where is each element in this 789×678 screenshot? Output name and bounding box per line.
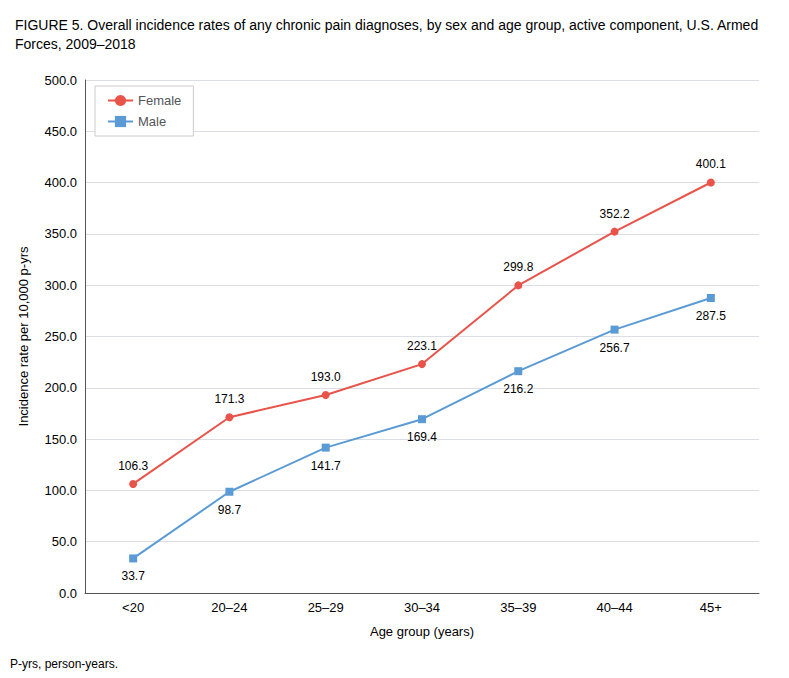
svg-text:45+: 45+ bbox=[700, 600, 722, 615]
svg-text:33.7: 33.7 bbox=[121, 569, 145, 583]
svg-text:169.4: 169.4 bbox=[407, 430, 437, 444]
svg-text:Female: Female bbox=[138, 93, 181, 108]
svg-text:25–29: 25–29 bbox=[308, 600, 344, 615]
svg-text:106.3: 106.3 bbox=[118, 459, 148, 473]
svg-text:250.0: 250.0 bbox=[44, 329, 77, 344]
svg-text:Male: Male bbox=[138, 114, 166, 129]
svg-text:Incidence rate per 10,000 p-yr: Incidence rate per 10,000 p-yrs bbox=[16, 246, 31, 426]
svg-text:Age group (years): Age group (years) bbox=[370, 624, 474, 639]
svg-text:100.0: 100.0 bbox=[44, 483, 77, 498]
svg-text:216.2: 216.2 bbox=[503, 382, 533, 396]
svg-text:400.1: 400.1 bbox=[696, 157, 726, 171]
svg-text:35–39: 35–39 bbox=[500, 600, 536, 615]
svg-text:P-yrs, person-years.: P-yrs, person-years. bbox=[10, 657, 118, 671]
svg-text:0.0: 0.0 bbox=[59, 586, 77, 601]
svg-text:299.8: 299.8 bbox=[503, 260, 533, 274]
svg-text:40–44: 40–44 bbox=[596, 600, 632, 615]
svg-text:500.0: 500.0 bbox=[44, 73, 77, 88]
svg-text:98.7: 98.7 bbox=[218, 503, 242, 517]
svg-text:350.0: 350.0 bbox=[44, 226, 77, 241]
svg-text:287.5: 287.5 bbox=[696, 309, 726, 323]
svg-text:20–24: 20–24 bbox=[211, 600, 247, 615]
svg-text:171.3: 171.3 bbox=[214, 392, 244, 406]
svg-text:150.0: 150.0 bbox=[44, 432, 77, 447]
svg-text:Forces, 2009–2018: Forces, 2009–2018 bbox=[15, 36, 136, 52]
svg-text:400.0: 400.0 bbox=[44, 175, 77, 190]
svg-text:352.2: 352.2 bbox=[600, 207, 630, 221]
svg-text:450.0: 450.0 bbox=[44, 124, 77, 139]
svg-text:141.7: 141.7 bbox=[311, 459, 341, 473]
svg-text:223.1: 223.1 bbox=[407, 339, 437, 353]
svg-text:30–34: 30–34 bbox=[404, 600, 440, 615]
svg-text:50.0: 50.0 bbox=[52, 534, 77, 549]
svg-text:300.0: 300.0 bbox=[44, 278, 77, 293]
svg-text:200.0: 200.0 bbox=[44, 380, 77, 395]
svg-text:256.7: 256.7 bbox=[600, 341, 630, 355]
svg-text:193.0: 193.0 bbox=[311, 370, 341, 384]
svg-text:<20: <20 bbox=[122, 600, 144, 615]
svg-text:FIGURE 5. Overall incidence ra: FIGURE 5. Overall incidence rates of any… bbox=[15, 17, 762, 33]
